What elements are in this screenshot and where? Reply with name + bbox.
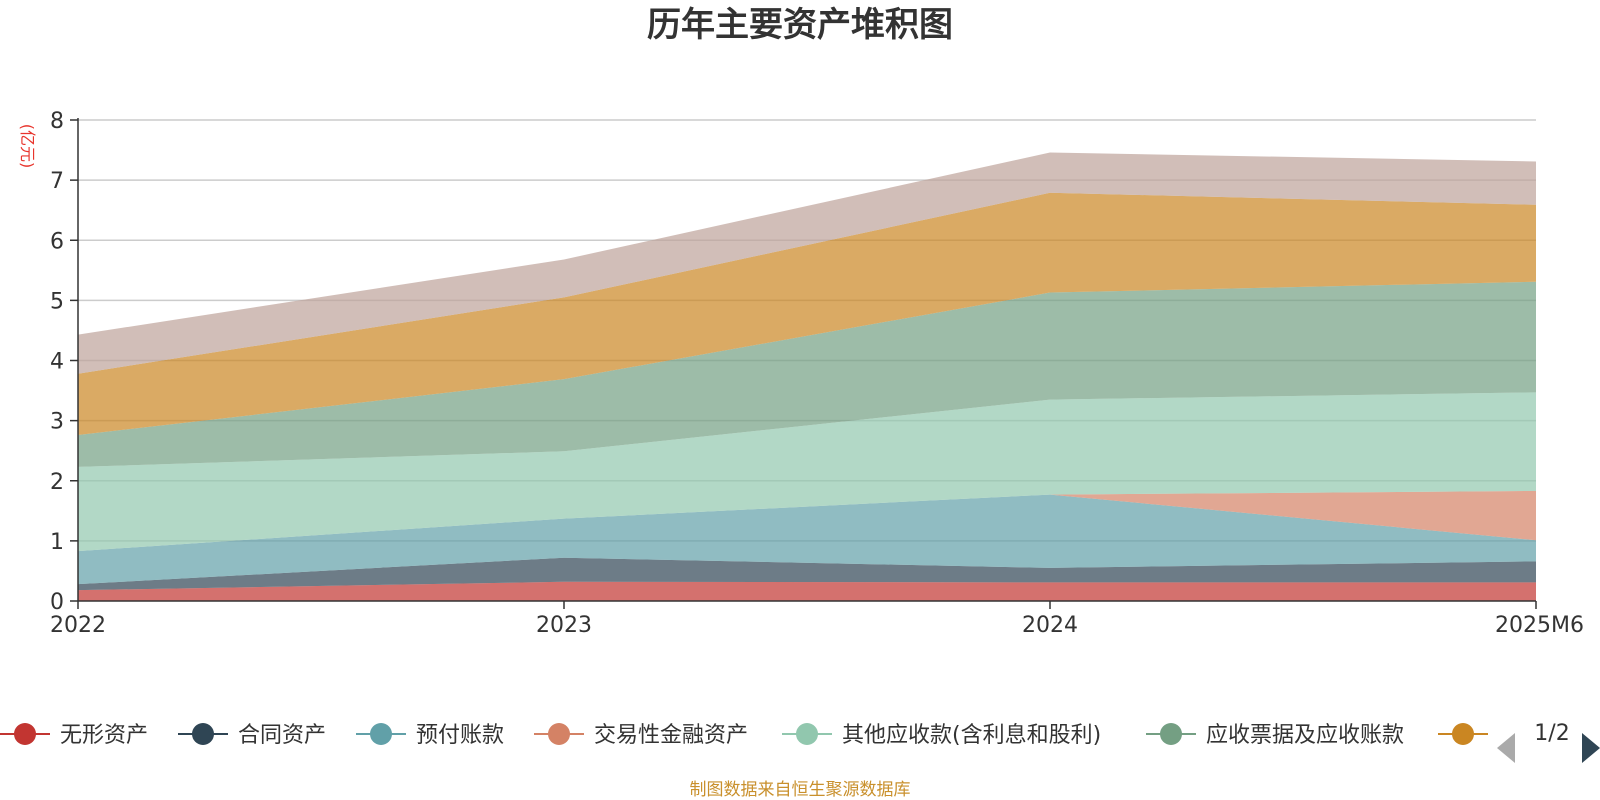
legend-label: 无形资产: [60, 723, 148, 748]
legend-marker: [548, 723, 570, 745]
legend-marker: [1452, 723, 1474, 745]
legend-item-3[interactable]: 交易性金融资产: [534, 723, 748, 748]
area-series-5: [78, 281, 1536, 467]
area-series-3: [78, 490, 1536, 552]
y-tick-label: 1: [50, 530, 64, 555]
legend-next-icon[interactable]: [1582, 733, 1600, 763]
x-tick-label: 2022: [50, 613, 106, 638]
source-note: 制图数据来自恒生聚源数据库: [690, 780, 911, 800]
area-series-7: [78, 152, 1536, 374]
x-tick-label: 2023: [536, 613, 592, 638]
legend-label: 合同资产: [238, 723, 326, 748]
area-series-1: [78, 557, 1536, 591]
legend-marker: [1160, 723, 1182, 745]
y-tick-label: 8: [50, 109, 64, 134]
legend-label: 应收票据及应收账款: [1206, 723, 1404, 748]
area-series-2: [78, 494, 1536, 585]
y-tick-label: 5: [50, 289, 64, 314]
y-tick-label: 3: [50, 410, 64, 435]
legend-label: 其他应收款(含利息和股利): [842, 723, 1101, 748]
legend-marker: [370, 723, 392, 745]
legend-marker: [192, 723, 214, 745]
legend-item-2[interactable]: 预付账款: [356, 723, 504, 748]
y-tick-label: 7: [50, 169, 64, 194]
x-tick-label: 2025M6: [1495, 613, 1584, 638]
x-tick-label: 2024: [1022, 613, 1078, 638]
area-series-6: [78, 192, 1536, 436]
legend-item-0[interactable]: 无形资产: [0, 723, 148, 748]
legend-marker: [14, 723, 36, 745]
y-tick-label: 0: [50, 590, 64, 615]
legend-label: 交易性金融资产: [594, 723, 748, 748]
y-tick-label: 2: [50, 470, 64, 495]
legend: 无形资产 合同资产 预付账款 交易性金融资产 其他应收款(含利息和股利) 应收票据及应收账…: [0, 723, 1488, 748]
legend-prev-icon[interactable]: [1497, 733, 1515, 763]
area-series: [78, 152, 1536, 601]
legend-item-6[interactable]: [1438, 723, 1488, 745]
legend-label: 预付账款: [416, 723, 504, 748]
legend-pager: 1/2: [1497, 721, 1600, 763]
area-series-4: [78, 392, 1536, 552]
legend-marker: [796, 723, 818, 745]
legend-item-5[interactable]: 应收票据及应收账款: [1146, 723, 1404, 748]
legend-page-indicator: 1/2: [1534, 721, 1569, 746]
chart-title: 历年主要资产堆积图: [647, 5, 953, 45]
area-series-0: [78, 581, 1536, 601]
legend-item-1[interactable]: 合同资产: [178, 723, 326, 748]
y-tick-label: 4: [50, 350, 64, 375]
y-tick-label: 6: [50, 229, 64, 254]
legend-item-4[interactable]: 其他应收款(含利息和股利): [782, 723, 1101, 748]
y-axis-unit: (亿元): [18, 124, 37, 169]
axes: 0 1 2 3 4 5 6 7 8 2022 2023 2024 2025M6: [50, 109, 1584, 638]
